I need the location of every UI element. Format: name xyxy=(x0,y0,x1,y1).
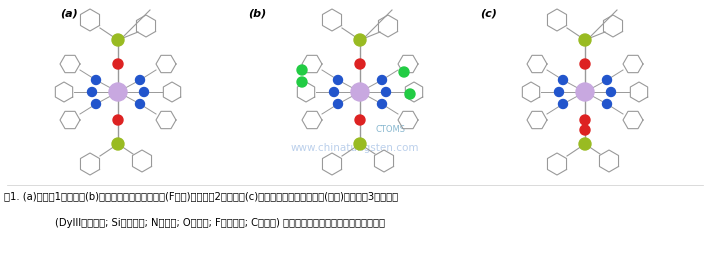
Circle shape xyxy=(113,115,123,125)
Circle shape xyxy=(555,87,564,96)
Circle shape xyxy=(405,89,415,99)
Circle shape xyxy=(606,87,616,96)
Circle shape xyxy=(580,59,590,69)
Circle shape xyxy=(354,138,366,150)
Circle shape xyxy=(92,76,101,85)
Text: CTOMS: CTOMS xyxy=(375,125,405,134)
Circle shape xyxy=(297,65,307,75)
Circle shape xyxy=(381,87,391,96)
Circle shape xyxy=(334,99,342,108)
Text: www.chinatungsten.com: www.chinatungsten.com xyxy=(291,143,419,153)
Circle shape xyxy=(576,83,594,101)
Circle shape xyxy=(355,59,365,69)
Circle shape xyxy=(579,138,591,150)
Circle shape xyxy=(334,76,342,85)
Circle shape xyxy=(580,115,590,125)
Circle shape xyxy=(112,138,124,150)
Circle shape xyxy=(378,76,386,85)
Text: (b): (b) xyxy=(248,8,266,18)
Text: (c): (c) xyxy=(480,8,497,18)
Circle shape xyxy=(113,59,123,69)
Circle shape xyxy=(559,76,567,85)
Circle shape xyxy=(354,34,366,46)
Circle shape xyxy=(87,87,97,96)
Circle shape xyxy=(603,76,611,85)
Circle shape xyxy=(355,115,365,125)
Circle shape xyxy=(112,34,124,46)
Circle shape xyxy=(139,87,148,96)
Circle shape xyxy=(579,34,591,46)
Circle shape xyxy=(399,67,409,77)
Text: (a): (a) xyxy=(60,8,78,18)
Circle shape xyxy=(109,83,127,101)
Circle shape xyxy=(351,83,369,101)
Circle shape xyxy=(580,125,590,135)
Text: (DyIII，淡紫色; Si，黄绿色; N，蓝色; O，红色; F，亮绿色; C，灰色) 为清楚起见，省略了氢原子和阴离子。: (DyIII，淡紫色; Si，黄绿色; N，蓝色; O，红色; F，亮绿色; C… xyxy=(55,218,385,228)
Circle shape xyxy=(603,99,611,108)
Circle shape xyxy=(378,99,386,108)
Circle shape xyxy=(136,99,145,108)
Circle shape xyxy=(297,77,307,87)
Circle shape xyxy=(136,76,145,85)
Text: 图1. (a)配合物1的结构，(b)大环配体中引入吸电子基(F原子)后配合物2的结构，(c)大环配体中引入给电子基(甲基)后配合物3的结构；: 图1. (a)配合物1的结构，(b)大环配体中引入吸电子基(F原子)后配合物2的… xyxy=(4,191,398,201)
Circle shape xyxy=(92,99,101,108)
Circle shape xyxy=(329,87,339,96)
Circle shape xyxy=(559,99,567,108)
